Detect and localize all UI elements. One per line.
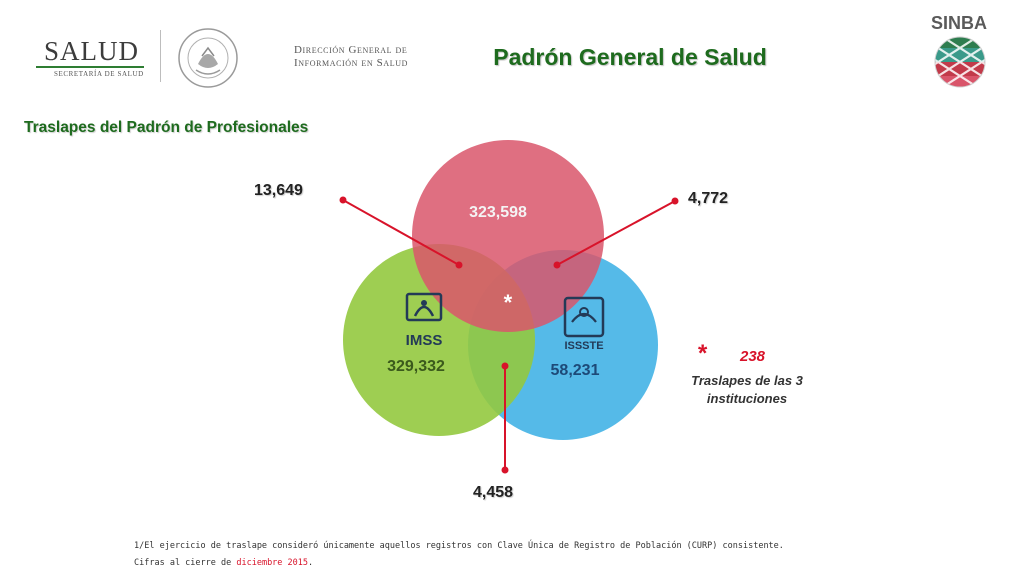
legend-value: 238 <box>740 348 766 365</box>
callout-dot-red-issste-end <box>553 261 561 269</box>
callout-dot-imss-issste-end <box>501 466 509 474</box>
footnote-2-suffix: . <box>308 558 314 568</box>
callout-dot-imss-issste <box>501 362 509 370</box>
legend-star: * <box>697 340 707 367</box>
value-imss: 329,332 <box>387 358 445 375</box>
callout-dot-red-issste <box>671 197 679 205</box>
footnote-2: Cifras al cierre de diciembre 2015. <box>134 558 313 568</box>
overlap-red-imss: 13,649 <box>254 182 303 199</box>
issste-logo-icon <box>563 296 605 338</box>
venn-circle-profesionales <box>412 140 604 332</box>
legend-text-line-1: Traslapes de las 3 <box>691 373 803 388</box>
legend-text-line-2: instituciones <box>706 391 788 406</box>
imss-logo-icon <box>405 292 443 322</box>
mexico-seal-icon <box>178 28 238 88</box>
callout-line-red-imss <box>342 199 460 266</box>
value-issste: 58,231 <box>550 362 600 379</box>
salud-logo-rule <box>36 66 144 68</box>
agency-line-2: Información en Salud <box>294 57 408 69</box>
section-title: Traslapes del Padrón de Profesionales <box>24 119 309 136</box>
header-divider <box>160 30 161 82</box>
all-three-marker: * <box>503 290 513 315</box>
agency-name: Dirección General de Información en Salu… <box>294 44 408 70</box>
callout-dot-red-imss-end <box>455 261 463 269</box>
footnote-1: 1/El ejercicio de traslape consideró úni… <box>134 541 784 551</box>
imss-logo-text: IMSS <box>406 332 443 349</box>
callout-dot-red-imss <box>339 196 347 204</box>
value-profesionales: 323,598 <box>469 204 527 221</box>
footnote-2-highlight: diciembre 2015 <box>236 558 309 568</box>
overlap-callouts <box>339 196 679 474</box>
sinba-globe-icon <box>934 36 986 88</box>
salud-logo-subtitle: SECRETARÍA DE SALUD <box>54 70 144 78</box>
salud-logo-text: SALUD <box>44 36 140 66</box>
overlap-red-issste: 4,772 <box>688 190 729 207</box>
agency-line-1: Dirección General de <box>294 44 408 56</box>
issste-logo-text: ISSSTE <box>564 340 603 352</box>
legend-text: Traslapes de las 3 instituciones <box>682 372 812 408</box>
overlap-imss-issste: 4,458 <box>473 484 514 501</box>
page-title: Padrón General de Salud <box>493 44 767 70</box>
callout-line-red-issste <box>556 200 676 266</box>
footnote-2-prefix: Cifras al cierre de <box>134 558 237 568</box>
sinba-label: SINBA <box>930 13 987 33</box>
